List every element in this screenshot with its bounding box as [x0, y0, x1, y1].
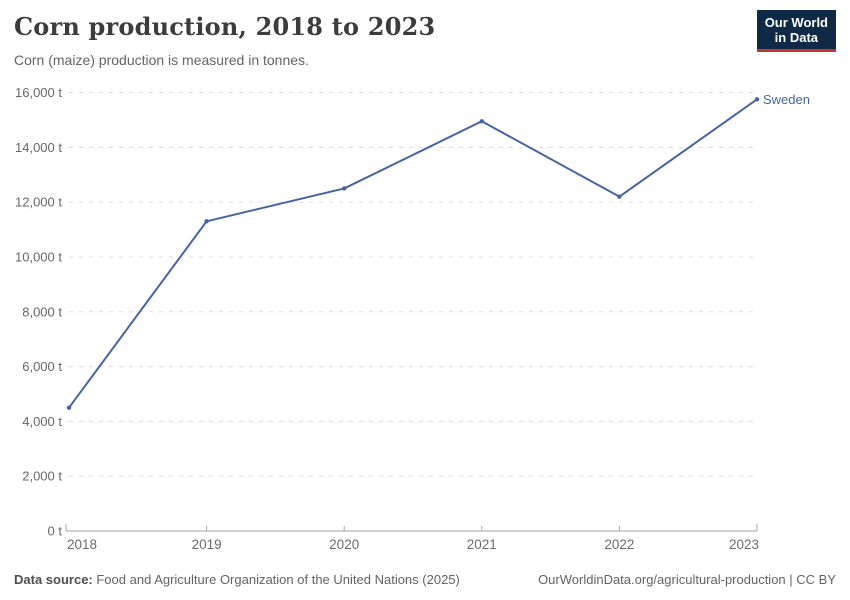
- chart-subtitle: Corn (maize) production is measured in t…: [14, 52, 309, 68]
- data-point: [754, 97, 760, 102]
- data-point: [617, 194, 622, 199]
- owid-logo-line1: Our World: [764, 15, 828, 30]
- data-line: [68, 98, 758, 409]
- data-source-label: Data source:: [14, 572, 93, 587]
- data-point: [204, 219, 209, 224]
- credit-url: OurWorldinData.org/agricultural-producti…: [538, 572, 836, 587]
- y-tick-label: 4,000 t: [22, 414, 62, 429]
- data-points: [66, 97, 760, 410]
- x-tick-label: 2023: [729, 537, 759, 552]
- data-point: [479, 119, 484, 124]
- series-end-label: Sweden: [763, 92, 810, 107]
- x-tick-label: 2018: [67, 537, 97, 552]
- y-tick-label: 0 t: [48, 524, 63, 539]
- y-tick-label: 12,000 t: [15, 195, 62, 210]
- data-source-text: Food and Agriculture Organization of the…: [92, 572, 460, 587]
- data-point: [66, 405, 72, 410]
- x-tick-label: 2020: [329, 537, 359, 552]
- data-source-note: Data source: Food and Agriculture Organi…: [14, 572, 460, 587]
- chart-title: Corn production, 2018 to 2023: [14, 12, 436, 41]
- data-point: [342, 186, 347, 191]
- owid-logo-line2: in Data: [774, 30, 819, 45]
- x-tick-label: 2021: [467, 537, 497, 552]
- y-tick-label: 6,000 t: [22, 359, 62, 374]
- owid-logo: Our World in Data: [756, 10, 836, 52]
- x-tick-label: 2019: [192, 537, 222, 552]
- x-tick-label: 2022: [604, 537, 634, 552]
- y-axis-labels: 0 t 2,000 t 4,000 t 6,000 t 8,000 t 10,000 t 1…: [15, 85, 62, 539]
- y-tick-label: 8,000 t: [22, 304, 62, 319]
- y-gridlines: [69, 92, 757, 477]
- y-tick-label: 16,000 t: [15, 85, 62, 100]
- y-tick-label: 10,000 t: [15, 249, 62, 264]
- x-axis: [65, 524, 758, 532]
- y-tick-label: 14,000 t: [15, 140, 62, 155]
- y-tick-label: 2,000 t: [22, 469, 62, 484]
- x-axis-labels: 2018 2019 2020 2021 2022 2023: [67, 537, 759, 552]
